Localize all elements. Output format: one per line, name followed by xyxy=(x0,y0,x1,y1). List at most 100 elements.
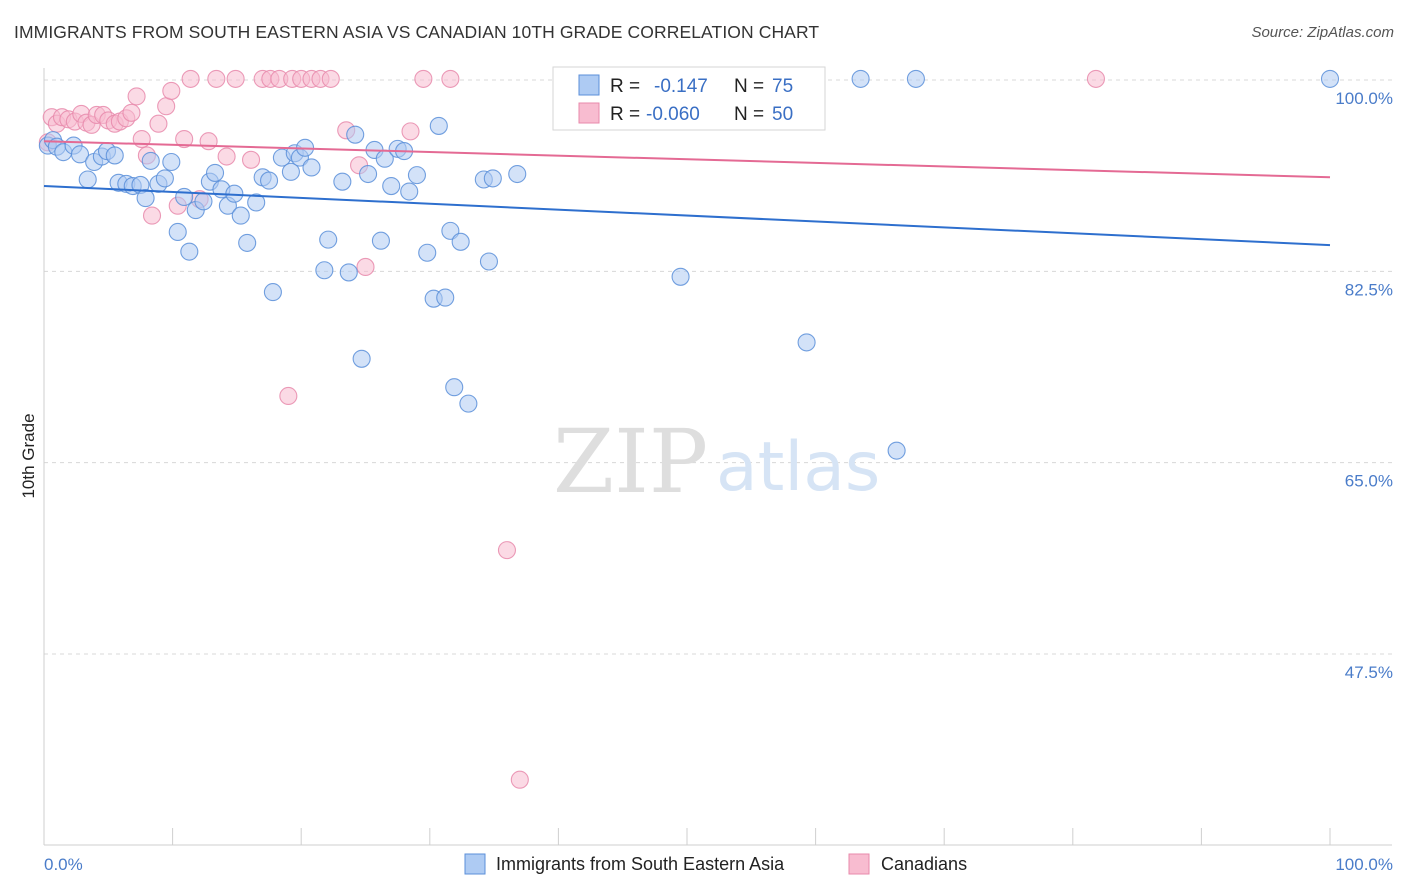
blue-data-point xyxy=(281,162,300,181)
chart-source: Source: ZipAtlas.com xyxy=(1251,24,1394,41)
x-tick-labels: 0.0% 100.0% xyxy=(44,855,1393,874)
pink-data-point xyxy=(217,147,236,166)
stats-n-value: 75 xyxy=(772,76,793,97)
blue-data-point xyxy=(429,116,448,135)
blue-data-point xyxy=(436,288,455,307)
blue-data-point xyxy=(205,163,225,182)
blue-data-point xyxy=(483,169,502,188)
blue-data-point xyxy=(319,230,338,249)
blue-data-point xyxy=(136,189,155,208)
blue-data-point xyxy=(906,69,925,88)
watermark-atlas: atlas xyxy=(716,428,880,507)
blue-data-point xyxy=(315,261,334,280)
trend-layer xyxy=(43,140,1331,247)
blue-data-point xyxy=(180,242,199,261)
x-tick-label: 100.0% xyxy=(1335,855,1393,874)
legend-label-pink: Canadians xyxy=(881,854,967,874)
stats-n-label: N = xyxy=(734,104,764,125)
pink-data-point xyxy=(356,257,375,277)
blue-data-point xyxy=(231,206,250,225)
points-layer xyxy=(38,69,1340,789)
stats-swatch-pink xyxy=(578,102,600,124)
blue-data-point xyxy=(263,283,282,302)
blue-data-point xyxy=(479,252,499,271)
blue-data-point xyxy=(407,166,426,185)
blue-data-point xyxy=(1320,69,1340,88)
stats-r-label: R = xyxy=(610,104,640,125)
pink-data-point xyxy=(149,114,168,133)
pink-data-point xyxy=(162,81,181,100)
blue-data-point xyxy=(259,171,279,190)
pink-data-point xyxy=(401,122,420,141)
blue-data-point xyxy=(445,378,464,397)
blue-data-point xyxy=(508,164,527,184)
chart-title: IMMIGRANTS FROM SOUTH EASTERN ASIA VS CA… xyxy=(14,22,820,42)
blue-data-point xyxy=(155,169,174,188)
blue-data-point xyxy=(141,151,160,170)
y-tick-label: 100.0% xyxy=(1335,89,1393,108)
y-tick-labels: 100.0% 82.5% 65.0% 47.5% xyxy=(1335,89,1393,682)
pink-data-point xyxy=(414,69,433,88)
stats-swatch-blue xyxy=(578,74,600,96)
legend-swatch-blue xyxy=(464,853,486,875)
legend-swatch-pink xyxy=(848,853,870,875)
blue-data-point xyxy=(371,231,390,250)
blue-data-point xyxy=(352,349,371,368)
blue-data-point xyxy=(418,243,437,262)
pink-data-point xyxy=(127,87,146,106)
pink-data-point xyxy=(1086,69,1105,88)
stats-r-label: R = xyxy=(610,76,640,97)
blue-data-point xyxy=(797,333,816,352)
blue-data-point xyxy=(382,177,401,196)
pink-data-point xyxy=(279,386,298,406)
pink-data-point xyxy=(181,69,200,88)
pink-data-point xyxy=(226,69,245,88)
blue-data-point xyxy=(168,222,187,242)
pink-data-point xyxy=(510,770,529,789)
watermark-zip: ZIP xyxy=(553,410,708,513)
x-tick-label: 0.0% xyxy=(44,855,83,874)
blue-data-point xyxy=(887,441,906,460)
blue-data-point xyxy=(302,158,321,177)
blue-data-point xyxy=(175,187,194,207)
blue-data-point xyxy=(339,263,358,282)
pink-data-point xyxy=(497,541,517,560)
pink-data-point xyxy=(321,69,340,88)
blue-data-point xyxy=(70,145,90,164)
blue-data-point xyxy=(671,267,690,286)
blue-data-point xyxy=(105,146,124,165)
stats-n-value: 50 xyxy=(772,104,793,125)
watermark: ZIP atlas xyxy=(553,410,880,513)
axis-layer xyxy=(43,68,1392,846)
pink-data-point xyxy=(199,132,218,151)
pink-data-point xyxy=(175,129,194,149)
blue-data-point xyxy=(238,233,257,252)
stats-r-value: -0.147 xyxy=(654,76,708,97)
blue-trend-line xyxy=(43,185,1331,247)
stats-n-label: N = xyxy=(734,76,764,97)
pink-data-point xyxy=(441,69,460,88)
blue-data-point xyxy=(459,394,478,413)
y-tick-label: 47.5% xyxy=(1345,663,1393,682)
y-axis-label: 10th Grade xyxy=(19,413,38,498)
stats-legend: R = -0.147 N = 75 R = -0.060 N = 50 xyxy=(552,66,826,131)
series-legend: Immigrants from South Eastern Asia Canad… xyxy=(464,853,967,875)
blue-data-point xyxy=(194,192,213,211)
pink-trend-line xyxy=(43,140,1331,179)
pink-data-point xyxy=(142,206,162,225)
blue-data-point xyxy=(451,232,470,251)
blue-data-point xyxy=(851,69,870,88)
blue-data-point xyxy=(162,152,181,172)
y-tick-label: 82.5% xyxy=(1345,280,1393,299)
stats-r-value: -0.060 xyxy=(646,104,700,125)
pink-data-point xyxy=(122,103,141,122)
blue-data-point xyxy=(400,182,419,201)
blue-data-point xyxy=(346,125,365,144)
blue-data-point xyxy=(247,193,266,212)
pink-data-point xyxy=(157,97,176,116)
legend-label-blue: Immigrants from South Eastern Asia xyxy=(496,854,785,874)
blue-data-point xyxy=(333,172,352,191)
blue-data-point xyxy=(78,170,97,189)
y-tick-label: 65.0% xyxy=(1345,472,1393,491)
